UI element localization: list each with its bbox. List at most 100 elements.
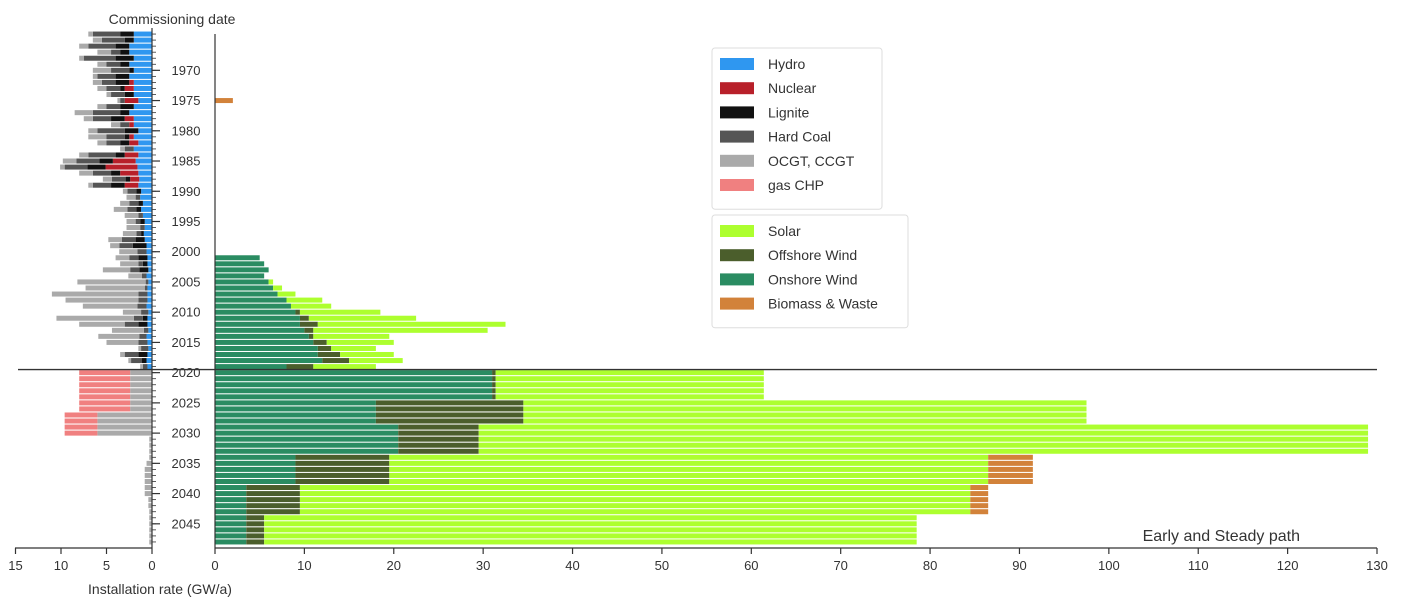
bar-hydro-1977 (129, 110, 152, 116)
bar-solar-2021 (495, 376, 764, 382)
bar-onshore-2025 (215, 400, 376, 406)
bar-offshore-2013 (304, 327, 314, 333)
bar-lignite-1986 (87, 164, 106, 170)
bar-gas-2047 (149, 533, 152, 539)
bar-gas-2030 (97, 430, 152, 436)
bar-hydro-2008 (147, 297, 152, 303)
bar-onshore-2044 (215, 515, 247, 521)
bar-gas-2029 (97, 424, 152, 430)
bar-lignite-1992 (138, 200, 143, 206)
bar-hardcoal-2002 (138, 261, 143, 267)
bar-onshore-2005 (215, 279, 269, 285)
legend-swatch-offshore (720, 249, 754, 262)
bar-biomass-1975 (215, 98, 233, 104)
bar-hydro-1992 (142, 200, 152, 206)
bar-hardcoal-1980 (97, 128, 125, 134)
bar-lignite-2002 (142, 261, 148, 267)
bar-onshore-2001 (215, 255, 260, 261)
bar-hardcoal-2016 (141, 345, 149, 351)
bar-gas-1972 (92, 79, 102, 85)
bar-hydro-2005 (148, 279, 152, 285)
bar-hardcoal-1979 (120, 122, 130, 128)
bar-lignite-2017 (138, 352, 148, 358)
bar-solar-2036 (389, 466, 989, 472)
bar-nuclear-1987 (120, 170, 139, 176)
bar-onshore-2030 (215, 430, 399, 436)
bar-offshore-2022 (492, 382, 496, 388)
bar-gas-2004 (128, 273, 142, 279)
bar-hydro-1991 (140, 194, 152, 200)
bar-lignite-1981 (124, 134, 130, 140)
bar-hydro-1980 (138, 128, 152, 134)
bar-hydro-2011 (147, 315, 152, 321)
bar-gas-1992 (120, 200, 130, 206)
bar-onshore-2015 (215, 339, 314, 345)
bar-solar-2007 (277, 291, 296, 297)
bar-hydro-1971 (129, 73, 152, 79)
y-tick-label: 2000 (172, 244, 201, 259)
bar-hardcoal-1975 (120, 98, 125, 104)
bar-lignite-1990 (136, 188, 142, 194)
bar-hardcoal-2017 (124, 352, 139, 358)
bar-biomass-2043 (970, 509, 989, 515)
bar-hardcoal-2007 (138, 291, 148, 297)
bar-nuclear-1973 (124, 85, 134, 91)
bar-hydro-2017 (147, 352, 152, 358)
bar-gaschp-2029 (64, 424, 98, 430)
bar-gaschp-2023 (79, 388, 131, 394)
bar-gas-2028 (97, 418, 152, 424)
right-x-tick-label: 110 (1188, 558, 1209, 573)
bar-solar-2016 (331, 345, 376, 351)
bar-gas-1985 (62, 158, 77, 164)
bar-gas-2003 (102, 267, 131, 273)
bar-hardcoal-2005 (145, 279, 149, 285)
bar-lignite-1971 (115, 73, 130, 79)
bar-solar-2034 (389, 454, 989, 460)
y-tick-label: 2030 (172, 426, 201, 441)
bar-nuclear-1972 (129, 79, 134, 85)
bar-nuclear-1978 (124, 116, 134, 122)
bar-nuclear-1981 (129, 134, 134, 140)
y-tick-label: 2025 (172, 395, 201, 410)
bar-gas-2031 (149, 436, 152, 442)
bar-solar-2026 (523, 406, 1087, 412)
bar-onshore-2020 (215, 370, 493, 376)
bar-offshore-2047 (246, 533, 265, 539)
y-tick-label: 1990 (172, 184, 201, 199)
bar-offshore-2021 (492, 376, 496, 382)
legend-label-offshore: Offshore Wind (768, 247, 857, 263)
bar-lignite-1987 (111, 170, 121, 176)
bar-gas-2020 (130, 370, 152, 376)
bar-hydro-2000 (146, 249, 152, 255)
bar-onshore-2041 (215, 497, 247, 503)
bar-gas-1979 (111, 122, 121, 128)
bar-onshore-2007 (215, 291, 278, 297)
legend-box-1 (711, 47, 883, 210)
bar-gaschp-2028 (64, 418, 98, 424)
bar-solar-2012 (317, 321, 506, 327)
scenario-label: Early and Steady path (1143, 528, 1300, 545)
y-tick-label: 1970 (172, 63, 201, 78)
bar-hardcoal-1983 (124, 146, 134, 152)
bar-gas-2009 (82, 303, 138, 309)
bar-offshore-2038 (295, 478, 390, 484)
bar-gas-2046 (149, 527, 152, 533)
bar-hardcoal-2012 (124, 321, 139, 327)
bar-solar-2005 (268, 279, 274, 285)
bar-solar-2041 (299, 497, 971, 503)
bar-offshore-2029 (398, 424, 479, 430)
right-x-tick-label: 70 (833, 558, 847, 573)
bar-solar-2039 (299, 485, 971, 491)
bar-onshore-2039 (215, 485, 247, 491)
bar-gas-1998 (108, 237, 122, 243)
bar-gas-2043 (149, 509, 152, 515)
bar-hydro-2003 (148, 267, 152, 273)
bar-solar-2030 (478, 430, 1369, 436)
bar-hydro-1979 (133, 122, 152, 128)
bar-offshore-2044 (246, 515, 265, 521)
bar-solar-2006 (273, 285, 283, 291)
bar-solar-2033 (478, 448, 1369, 454)
y-tick-label: 1980 (172, 123, 201, 138)
bar-hydro-2014 (146, 333, 152, 339)
